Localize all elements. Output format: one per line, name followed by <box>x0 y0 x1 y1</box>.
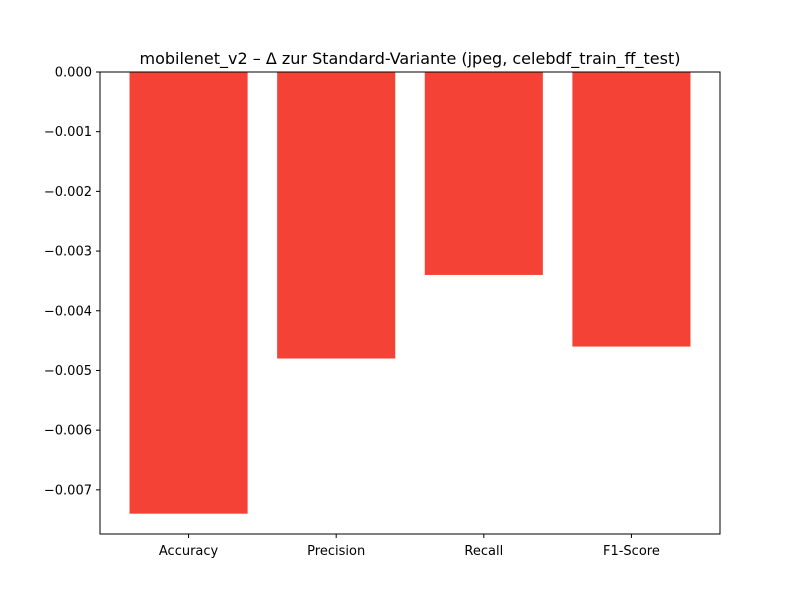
bar-precision <box>277 72 396 359</box>
y-tick-label: −0.002 <box>44 185 92 200</box>
y-tick-label: −0.003 <box>44 245 92 260</box>
chart-title: mobilenet_v2 – Δ zur Standard-Variante (… <box>139 49 680 69</box>
y-tick-label: −0.007 <box>44 483 92 498</box>
bar-recall <box>424 72 543 275</box>
x-tick-label: F1-Score <box>603 544 660 559</box>
x-tick-label: Accuracy <box>159 544 219 559</box>
y-tick-label: −0.001 <box>44 125 92 140</box>
x-tick-label: Precision <box>307 544 365 559</box>
y-tick-label: −0.006 <box>44 424 92 439</box>
x-axis: Accuracy Precision Recall F1-Score <box>159 534 660 559</box>
y-tick-label: −0.005 <box>44 364 92 379</box>
plot-frame <box>99 71 721 535</box>
y-axis: 0.000 −0.001 −0.002 −0.003 −0.004 −0.005 −0.00… <box>44 66 100 498</box>
y-tick-label: −0.004 <box>44 304 92 319</box>
bar-f1-score <box>572 72 691 347</box>
bars-layer <box>129 72 691 514</box>
bar-accuracy <box>129 72 248 514</box>
y-tick-label: 0.000 <box>55 66 92 81</box>
x-tick-label: Recall <box>464 544 503 559</box>
